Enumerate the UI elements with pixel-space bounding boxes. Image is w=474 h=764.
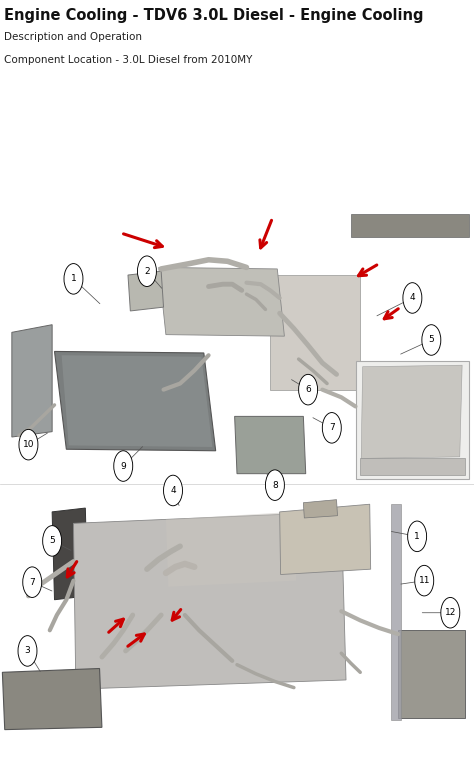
Circle shape [422,325,441,355]
Circle shape [114,451,133,481]
Circle shape [403,283,422,313]
Polygon shape [55,351,216,451]
Circle shape [408,521,427,552]
Polygon shape [159,267,284,336]
Text: 9: 9 [120,461,126,471]
Text: 7: 7 [29,578,35,587]
Text: 5: 5 [428,335,434,345]
Circle shape [19,429,38,460]
Polygon shape [303,500,337,518]
Circle shape [415,565,434,596]
Circle shape [23,567,42,597]
Text: 4: 4 [410,293,415,303]
Circle shape [43,526,62,556]
Polygon shape [12,325,52,437]
Text: 11: 11 [419,576,430,585]
Polygon shape [166,512,296,587]
Circle shape [18,636,37,666]
Text: 3: 3 [25,646,30,656]
Text: Component Location - 3.0L Diesel from 2010MY: Component Location - 3.0L Diesel from 20… [4,55,252,65]
Polygon shape [270,275,360,390]
Polygon shape [280,504,371,575]
Polygon shape [62,355,212,447]
Bar [356,361,469,479]
Bar [0,99,474,483]
Polygon shape [351,214,469,237]
Circle shape [322,413,341,443]
Circle shape [64,264,83,294]
Polygon shape [391,504,401,720]
Polygon shape [128,271,164,311]
Circle shape [299,374,318,405]
Text: 1: 1 [71,274,76,283]
Polygon shape [2,668,102,730]
Bar [0,485,474,764]
Polygon shape [235,416,306,474]
Text: 6: 6 [305,385,311,394]
Text: 5: 5 [49,536,55,545]
Text: 4: 4 [170,486,176,495]
Text: 10: 10 [23,440,34,449]
Text: 12: 12 [445,608,456,617]
Circle shape [441,597,460,628]
Text: 8: 8 [272,481,278,490]
Polygon shape [52,508,88,600]
Polygon shape [398,630,465,718]
Text: 7: 7 [329,423,335,432]
Text: 2: 2 [144,267,150,276]
Polygon shape [360,458,465,475]
Text: Description and Operation: Description and Operation [4,32,142,42]
Circle shape [164,475,182,506]
Text: 1: 1 [414,532,420,541]
Polygon shape [73,512,346,689]
Text: Engine Cooling - TDV6 3.0L Diesel - Engine Cooling: Engine Cooling - TDV6 3.0L Diesel - Engi… [4,8,423,23]
Circle shape [265,470,284,500]
Circle shape [137,256,156,286]
Polygon shape [361,365,462,458]
